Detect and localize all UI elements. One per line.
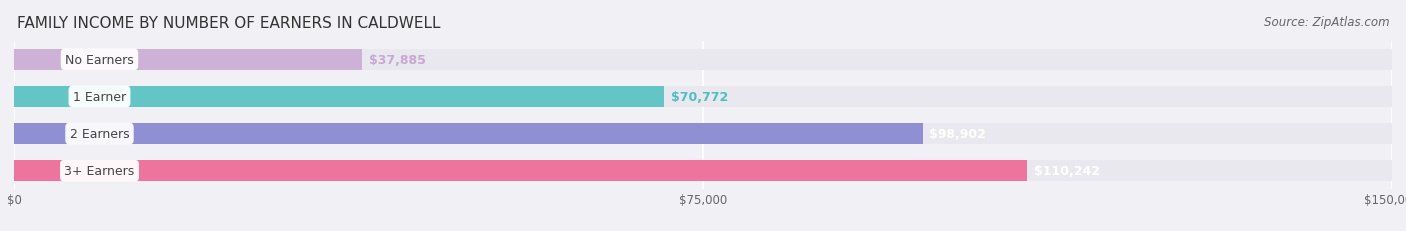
Bar [14, 49, 363, 71]
Bar [14, 86, 664, 108]
Text: $70,772: $70,772 [671, 91, 728, 103]
Text: Source: ZipAtlas.com: Source: ZipAtlas.com [1264, 16, 1389, 29]
Text: $98,902: $98,902 [929, 128, 987, 140]
Text: FAMILY INCOME BY NUMBER OF EARNERS IN CALDWELL: FAMILY INCOME BY NUMBER OF EARNERS IN CA… [17, 16, 440, 31]
Bar [14, 49, 1392, 71]
Bar [14, 160, 1026, 182]
Bar [14, 160, 1392, 182]
Text: $110,242: $110,242 [1033, 164, 1099, 177]
Text: 3+ Earners: 3+ Earners [65, 164, 135, 177]
Text: $37,885: $37,885 [368, 54, 426, 67]
Bar [14, 123, 1392, 145]
Text: 1 Earner: 1 Earner [73, 91, 127, 103]
Bar [14, 86, 1392, 108]
Bar [14, 123, 922, 145]
Text: No Earners: No Earners [65, 54, 134, 67]
Text: 2 Earners: 2 Earners [70, 128, 129, 140]
